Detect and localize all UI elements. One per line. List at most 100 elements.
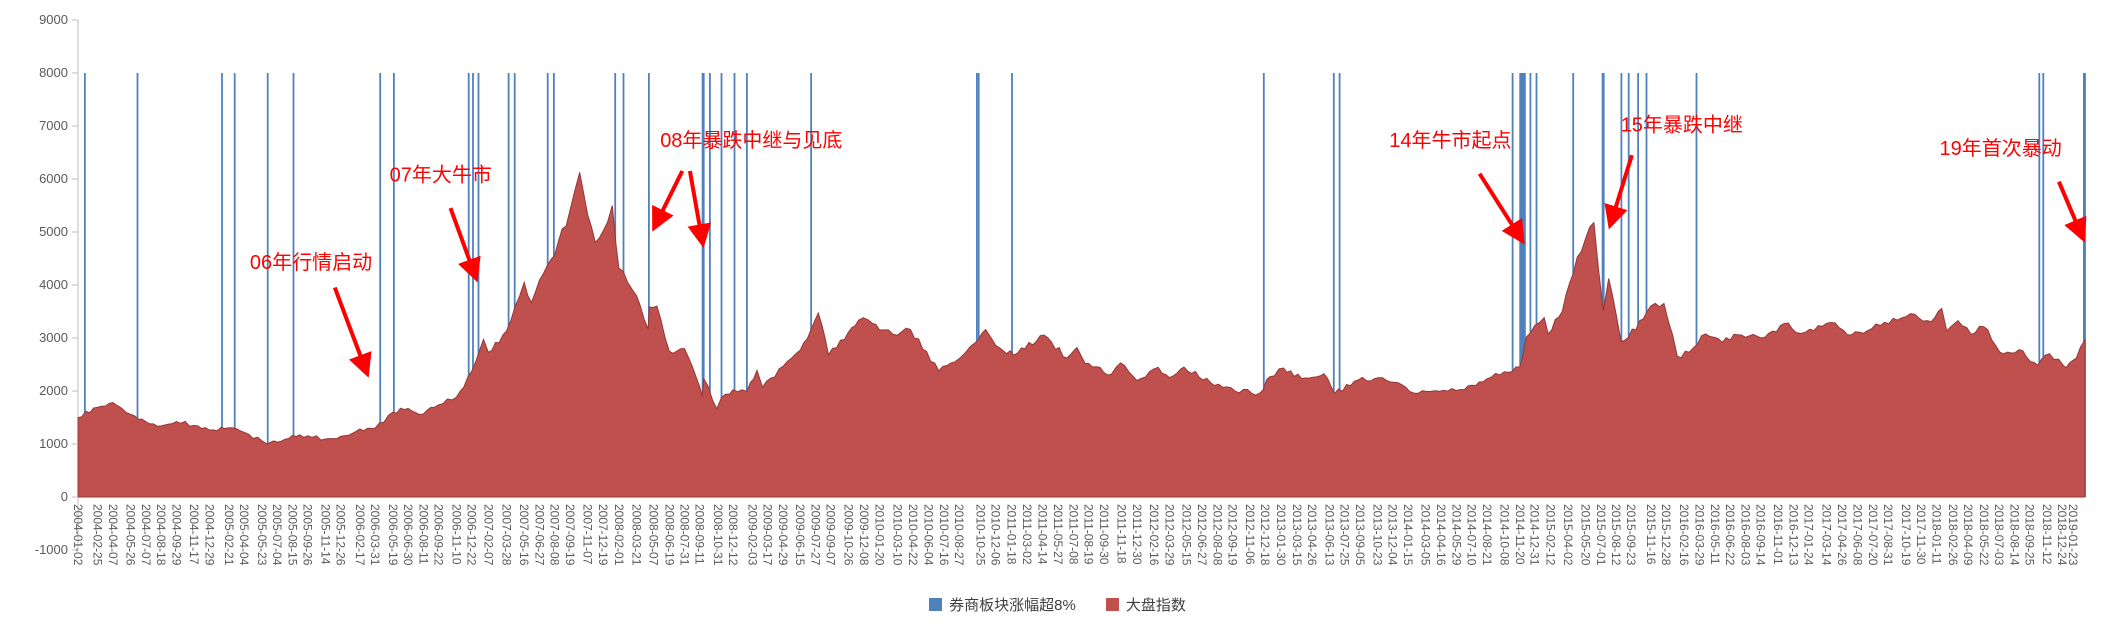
x-tick-label: 2008-09-11 <box>693 504 707 565</box>
x-tick-label: 2017-10-19 <box>1899 504 1913 566</box>
x-tick-label: 2014-08-21 <box>1480 504 1494 566</box>
x-tick-label: 2015-04-02 <box>1561 504 1575 566</box>
x-tick-label: 2011-04-14 <box>1036 504 1050 565</box>
x-tick-label: 2017-06-08 <box>1851 504 1865 566</box>
x-tick-label: 2016-03-29 <box>1692 504 1706 566</box>
x-tick-label: 2018-01-11 <box>1929 504 1943 565</box>
x-tick-label: 2018-04-09 <box>1961 504 1975 566</box>
x-tick-label: 2004-07-07 <box>139 504 153 566</box>
x-tick-label: 2007-12-19 <box>596 504 610 566</box>
x-tick-label: 2016-11-01 <box>1771 504 1785 565</box>
annotation-arrow <box>1477 172 1525 245</box>
x-tick-label: 2012-02-16 <box>1147 504 1161 566</box>
legend-label-broker-surge: 券商板块涨幅超8% <box>949 597 1076 614</box>
annotation-arrow <box>448 207 481 283</box>
x-tick-label: 2010-10-25 <box>973 504 987 566</box>
legend-item-market-index: 大盘指数 <box>1105 594 1186 615</box>
y-tick-label: 4000 <box>39 277 68 292</box>
annotation-text-0: 06年行情启动 <box>250 251 372 274</box>
x-tick-label: 2010-08-27 <box>952 504 966 566</box>
market-index-area-series <box>77 172 2086 498</box>
x-tick-label: 2006-05-19 <box>386 504 400 566</box>
x-axis-labels: 2004-01-02 2004-02-25 2004-04-07 2004-05-26… <box>71 504 2080 566</box>
x-tick-label: 2018-08-14 <box>2007 504 2021 566</box>
y-tick-label: 6000 <box>39 171 68 186</box>
x-tick-label: 2012-12-18 <box>1258 504 1272 566</box>
x-tick-label: 2004-12-29 <box>202 504 216 566</box>
x-tick-label: 2016-06-22 <box>1723 504 1737 566</box>
y-tick-label: 9000 <box>39 12 68 27</box>
x-tick-label: 2018-12-24 <box>2055 504 2069 566</box>
x-tick-label: 2013-12-04 <box>1386 504 1400 566</box>
x-tick-label: 2012-08-08 <box>1210 504 1224 566</box>
x-tick-label: 2017-08-31 <box>1881 504 1895 566</box>
x-tick-label: 2004-08-18 <box>154 504 168 566</box>
x-tick-label: 2004-09-29 <box>169 504 183 566</box>
x-tick-label: 2006-02-17 <box>353 504 367 566</box>
x-tick-label: 2016-05-11 <box>1708 504 1722 565</box>
annotation-text-2: 08年暴跌中继与见底 <box>660 129 842 152</box>
x-tick-label: 2015-05-20 <box>1579 504 1593 566</box>
x-tick-label: 2015-02-12 <box>1543 504 1557 566</box>
x-tick-label: 2008-03-21 <box>630 504 644 566</box>
x-tick-label: 2011-07-08 <box>1066 504 1080 565</box>
x-tick-label: 2005-08-15 <box>285 504 299 566</box>
x-tick-label: 2012-11-06 <box>1243 504 1257 565</box>
x-tick-label: 2015-07-01 <box>1594 504 1608 566</box>
x-tick-label: 2004-05-26 <box>124 504 138 566</box>
y-axis-labels: 9000 8000 7000 6000 5000 4000 3000 2000 1000 0 -10… <box>35 12 78 557</box>
x-tick-label: 2006-03-31 <box>368 504 382 566</box>
annotation-text-3: 14年牛市起点 <box>1389 129 1511 152</box>
x-tick-label: 2007-06-27 <box>532 504 546 566</box>
chart-annotations: 06年行情启动 07年大牛市 08年暴跌中继与见底 14年牛市起点 15年暴跌中继 19年… <box>250 113 2087 378</box>
x-tick-label: 2011-12-30 <box>1130 504 1144 565</box>
x-tick-label: 2014-12-31 <box>1528 504 1542 566</box>
x-tick-label: 2009-03-17 <box>761 504 775 566</box>
y-tick-label: 7000 <box>39 118 68 133</box>
chart-legend: 券商板块涨幅超8% 大盘指数 <box>0 594 2115 615</box>
x-tick-label: 2018-07-03 <box>1992 504 2006 566</box>
y-tick-label: -1000 <box>35 542 68 557</box>
x-tick-label: 2005-11-14 <box>318 504 332 565</box>
x-tick-label: 2012-06-27 <box>1195 504 1209 566</box>
x-tick-label: 2010-12-06 <box>989 504 1003 566</box>
x-tick-label: 2008-02-01 <box>612 504 626 566</box>
x-tick-label: 2016-02-16 <box>1677 504 1691 566</box>
x-tick-label: 2018-05-22 <box>1977 504 1991 566</box>
x-tick-label: 2019-01-23 <box>2066 504 2080 566</box>
x-tick-label: 2008-10-31 <box>711 504 725 566</box>
annotation-arrow <box>1604 154 1634 230</box>
x-tick-label: 2011-09-30 <box>1097 504 1111 565</box>
x-tick-label: 2009-07-27 <box>808 504 822 566</box>
x-tick-label: 2008-06-19 <box>662 504 676 566</box>
x-tick-label: 2010-07-16 <box>937 504 951 566</box>
x-tick-label: 2008-07-31 <box>677 504 691 566</box>
annotation-arrow <box>2057 180 2087 243</box>
x-tick-label: 2013-06-13 <box>1322 504 1336 566</box>
x-tick-label: 2014-01-15 <box>1401 504 1415 566</box>
x-tick-label: 2013-07-25 <box>1338 504 1352 566</box>
x-tick-label: 2016-09-14 <box>1754 504 1768 566</box>
x-tick-label: 2006-11-10 <box>449 504 463 565</box>
annotation-text-1: 07年大牛市 <box>390 164 492 187</box>
y-tick-label: 2000 <box>39 383 68 398</box>
x-tick-label: 2007-02-07 <box>482 504 496 566</box>
x-tick-label: 2014-04-16 <box>1434 504 1448 566</box>
x-tick-label: 2017-03-14 <box>1819 504 1833 566</box>
y-tick-label: 1000 <box>39 436 68 451</box>
x-tick-label: 2016-08-03 <box>1738 504 1752 566</box>
x-tick-label: 2014-07-10 <box>1465 504 1479 566</box>
x-tick-label: 2012-03-29 <box>1162 504 1176 566</box>
x-tick-label: 2009-02-03 <box>745 504 759 566</box>
x-tick-label: 2013-09-05 <box>1353 504 1367 566</box>
x-tick-label: 2005-02-21 <box>222 504 236 566</box>
x-tick-label: 2009-06-15 <box>793 504 807 566</box>
x-tick-label: 2012-05-15 <box>1180 504 1194 566</box>
legend-label-market-index: 大盘指数 <box>1125 597 1186 614</box>
x-tick-label: 2013-04-26 <box>1305 504 1319 566</box>
y-tick-label: 0 <box>61 489 68 504</box>
annotation-text-5: 19年首次暴动 <box>1940 137 2062 160</box>
x-tick-label: 2007-03-28 <box>499 504 513 566</box>
x-tick-label: 2004-02-25 <box>91 504 105 566</box>
